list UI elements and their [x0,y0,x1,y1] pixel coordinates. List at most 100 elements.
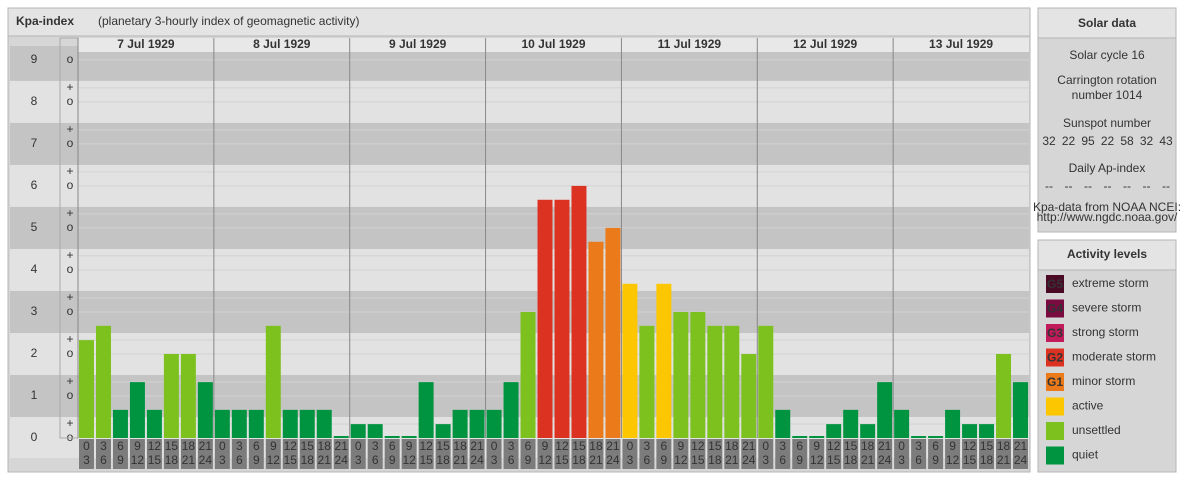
level-badge: G1 [1047,375,1063,389]
x-tick-box [95,439,111,469]
x-tick-label: 3 [236,439,243,453]
x-tick-box [197,439,213,469]
y-subtick-label: o [67,430,74,444]
y-tick-label: 8 [31,94,38,108]
x-tick-label: 12 [148,439,162,453]
x-tick-label: 15 [827,453,841,467]
x-tick-label: 21 [318,453,332,467]
bar [197,382,213,438]
x-tick-box [894,439,910,469]
y-subtick-label: o [67,178,74,192]
x-tick-box [979,439,995,469]
bar [265,325,281,438]
x-tick-box [588,439,604,469]
x-tick-label: 6 [372,453,379,467]
x-tick-box [690,439,706,469]
bar [707,325,723,438]
x-tick-box [605,439,621,469]
x-tick-label: 21 [453,453,467,467]
level-label: moderate storm [1072,350,1156,364]
bar [826,424,842,438]
x-tick-box [452,439,468,469]
y-subtick-label: o [67,94,74,108]
x-tick-label: 12 [131,453,145,467]
title-bar [7,7,1031,37]
x-tick-label: 12 [674,453,688,467]
level-swatch [1046,397,1064,416]
x-tick-label: 9 [796,453,803,467]
bar [435,424,451,438]
bar [554,199,570,438]
bar [945,409,961,438]
bar [333,436,349,438]
x-tick-box [180,439,196,469]
solar-title-bar [1037,7,1177,39]
bar [316,409,332,438]
x-tick-label: 6 [508,453,515,467]
x-tick-label: 15 [301,439,315,453]
x-tick-label: 15 [284,453,298,467]
x-tick-label: 18 [980,453,994,467]
x-tick-box [367,439,383,469]
x-tick-box [843,439,859,469]
x-tick-box [707,439,723,469]
x-tick-box [520,439,536,469]
x-tick-label: 6 [796,439,803,453]
x-tick-label: 9 [270,439,277,453]
x-tick-label: 9 [542,439,549,453]
x-tick-box [962,439,978,469]
y-subtick-label: o [67,52,74,66]
y-tick-label: 3 [31,304,38,318]
x-tick-box [163,439,179,469]
x-tick-label: 15 [165,439,179,453]
x-tick-label: 3 [355,453,362,467]
x-tick-label: 12 [946,453,960,467]
x-tick-label: 21 [335,439,349,453]
x-tick-box [231,439,247,469]
x-tick-box [418,439,434,469]
bar [1013,382,1028,438]
bar [469,409,485,438]
bar [384,436,400,438]
x-tick-label: 6 [644,453,651,467]
level-swatch [1046,446,1064,465]
x-tick-label: 3 [762,453,769,467]
x-tick-label: 3 [100,439,107,453]
level-label: quiet [1072,448,1099,462]
x-tick-label: 6 [779,453,786,467]
x-tick-label: 15 [691,453,705,467]
bar [588,241,604,438]
level-label: severe storm [1072,301,1141,315]
sunspot-value: 32 [1140,134,1154,148]
x-tick-box [112,439,128,469]
bar [282,409,298,438]
x-tick-label: 6 [236,453,243,467]
x-tick-box [571,439,587,469]
ap-value: -- [1045,179,1053,193]
y-subtick-label: o [67,262,74,276]
x-tick-label: 12 [419,439,433,453]
level-label: active [1072,399,1104,413]
bar [79,340,94,438]
x-tick-box [724,439,740,469]
y-subtick-label: o [67,388,74,402]
level-swatch [1046,275,1064,293]
ap-value: -- [1143,179,1151,193]
x-tick-box [656,439,672,469]
x-tick-box [775,439,791,469]
bar [367,424,383,438]
x-tick-label: 21 [878,439,892,453]
x-tick-label: 12 [963,439,977,453]
x-tick-label: 3 [627,453,634,467]
x-tick-label: 24 [199,453,213,467]
x-tick-label: 18 [725,439,739,453]
x-tick-box [928,439,944,469]
bar [979,424,995,438]
x-tick-box [129,439,145,469]
x-tick-label: 15 [572,439,586,453]
level-swatch [1046,348,1064,367]
bar [996,353,1012,438]
x-tick-label: 12 [555,439,569,453]
ap-title: Daily Ap-index [1069,161,1146,175]
